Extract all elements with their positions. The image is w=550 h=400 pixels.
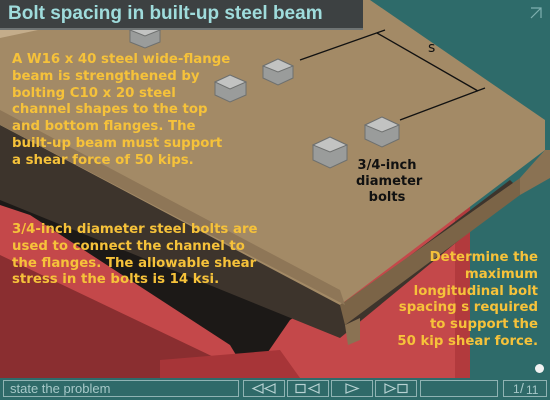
text-line: beam is strengthened by [12,68,200,84]
text-line: longitudinal bolt [413,283,538,299]
page-total: 11 [526,383,539,397]
text-line: 50 kip shear force. [397,333,538,349]
status-dot-icon [535,364,544,373]
spacing-label: s [428,40,436,56]
last-page-icon [384,383,408,394]
page-title: Bolt spacing in built-up steel beam [8,3,323,24]
navigation-spacer [420,380,498,397]
bolt-label: 3/4-inch diameter bolts [356,158,423,206]
text-line: a shear force of 50 kips. [12,152,194,168]
text-line: to support the [429,317,538,333]
page-indicator: 1 / 11 [503,380,547,397]
bolt-4 [311,136,349,169]
text-line: spacing s required [398,300,538,316]
problem-paragraph-1: A W16 x 40 steel wide-flange beam is str… [12,52,282,170]
next-page-button[interactable] [331,380,373,397]
text-line: used to connect the channel to [12,238,245,254]
text-line: bolting C10 x 20 steel [12,85,176,101]
next-page-icon [345,383,360,394]
status-field: state the problem [3,380,239,397]
text-line: stress in the bolts is 14 ksi. [12,272,220,288]
problem-paragraph-2: 3/4-inch diameter steel bolts are used t… [12,222,312,289]
text-line: channel shapes to the top [12,102,208,118]
text-line: A W16 x 40 steel wide-flange [12,52,231,67]
bolt-label-line: diameter [356,174,423,189]
text-line: built-up beam must support [12,135,223,151]
first-page-icon [251,383,276,394]
status-text: state the problem [10,381,111,396]
bolt-label-line: bolts [368,190,406,205]
last-page-button[interactable] [375,380,417,397]
text-line: Determine the [429,250,538,265]
text-line: the flanges. The allowable shear [12,255,257,271]
page-current: 1 [513,382,520,396]
page-separator: / [520,380,524,396]
previous-page-icon [295,383,320,394]
bolt-3 [261,58,295,86]
title-bar: Bolt spacing in built-up steel beam [0,0,363,30]
bolt-2 [213,74,248,103]
bolt-label-line: 3/4-inch [357,158,417,173]
text-line: 3/4-inch diameter steel bolts are [12,222,258,237]
bolt-5 [363,116,401,148]
text-line: and bottom flanges. The [12,119,196,135]
corner-arrow-icon[interactable] [530,6,542,19]
text-line: maximum [464,266,538,282]
previous-page-button[interactable] [287,380,329,397]
first-page-button[interactable] [243,380,285,397]
problem-paragraph-3: Determine the maximum longitudinal bolt … [384,250,538,351]
